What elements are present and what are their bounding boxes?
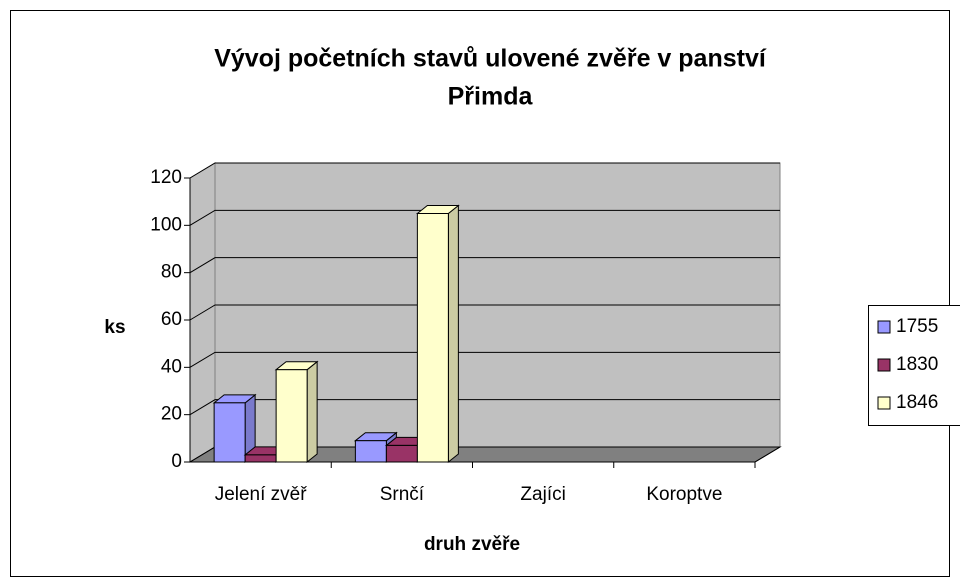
chart-title: Vývoj početních stavů ulovené zvěře v pa… (214, 45, 767, 73)
bar (244, 454, 277, 463)
grid-line (189, 399, 780, 416)
x-tick-label: Srnčí (380, 484, 425, 505)
y-axis-title: ks (104, 317, 125, 338)
legend-label: 1830 (896, 354, 938, 375)
legend-label: 1846 (896, 392, 938, 413)
bar-side (447, 204, 459, 464)
x-tick-label: Zajíci (520, 484, 565, 505)
y-tick-label: 20 (161, 404, 182, 425)
bar-side (306, 360, 318, 464)
y-tick-label: 40 (161, 356, 182, 377)
y-tick-label: 120 (150, 167, 182, 188)
legend-swatch (877, 396, 891, 410)
x-tick-label: Koroptve (646, 484, 722, 505)
bar (416, 213, 449, 463)
x-tick-label: Jelení zvěř (215, 484, 308, 505)
grid-line (189, 209, 780, 226)
chart-title: Přimda (448, 83, 534, 111)
legend-swatch (877, 358, 891, 372)
x-axis-end (754, 446, 781, 463)
legend-label: 1755 (896, 316, 938, 337)
grid-line (189, 304, 780, 321)
y-tick-label: 100 (150, 214, 182, 235)
y-tick-label: 80 (161, 262, 182, 283)
bar (275, 369, 308, 463)
grid-line (189, 162, 780, 179)
legend-swatch (877, 320, 891, 334)
y-tick-label: 0 (171, 451, 182, 472)
x-axis-title: druh zvěře (424, 534, 520, 555)
bar (354, 440, 387, 463)
grid-line (189, 257, 780, 274)
grid-line (189, 351, 780, 368)
y-tick-label: 60 (161, 309, 182, 330)
bar (385, 444, 418, 463)
bar (213, 402, 246, 463)
